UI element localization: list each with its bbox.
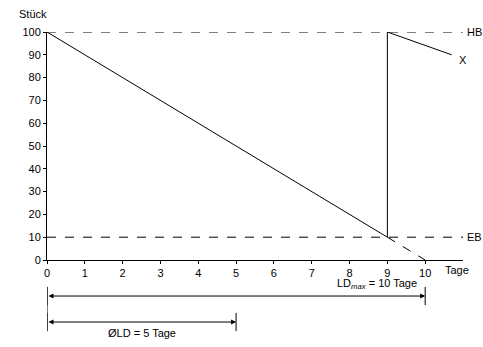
svg-text:4: 4 — [195, 267, 201, 279]
svg-text:3: 3 — [157, 267, 163, 279]
svg-text:60: 60 — [29, 117, 41, 129]
svg-text:90: 90 — [29, 49, 41, 61]
svg-text:2: 2 — [120, 267, 126, 279]
svg-text:Stück: Stück — [19, 8, 47, 20]
svg-text:100: 100 — [22, 26, 40, 38]
svg-text:Tage: Tage — [445, 264, 469, 276]
svg-text:LD​max​ = 10 Tage: LD​max​ = 10 Tage — [337, 277, 417, 291]
svg-text:5: 5 — [233, 267, 239, 279]
svg-text:0: 0 — [44, 267, 50, 279]
svg-text:HB: HB — [467, 26, 482, 38]
svg-text:10: 10 — [419, 267, 431, 279]
svg-text:10: 10 — [29, 231, 41, 243]
svg-text:20: 20 — [29, 208, 41, 220]
svg-text:80: 80 — [29, 71, 41, 83]
svg-text:70: 70 — [29, 94, 41, 106]
svg-text:1: 1 — [82, 267, 88, 279]
svg-text:30: 30 — [29, 185, 41, 197]
svg-text:0: 0 — [35, 254, 41, 266]
svg-text:8: 8 — [346, 267, 352, 279]
svg-text:9: 9 — [384, 267, 390, 279]
svg-text:7: 7 — [309, 267, 315, 279]
svg-text:50: 50 — [29, 140, 41, 152]
svg-text:X: X — [459, 54, 467, 66]
svg-text:EB: EB — [467, 231, 482, 243]
svg-text:ØLD = 5 Tage: ØLD = 5 Tage — [108, 327, 176, 339]
svg-text:40: 40 — [29, 163, 41, 175]
svg-text:6: 6 — [271, 267, 277, 279]
